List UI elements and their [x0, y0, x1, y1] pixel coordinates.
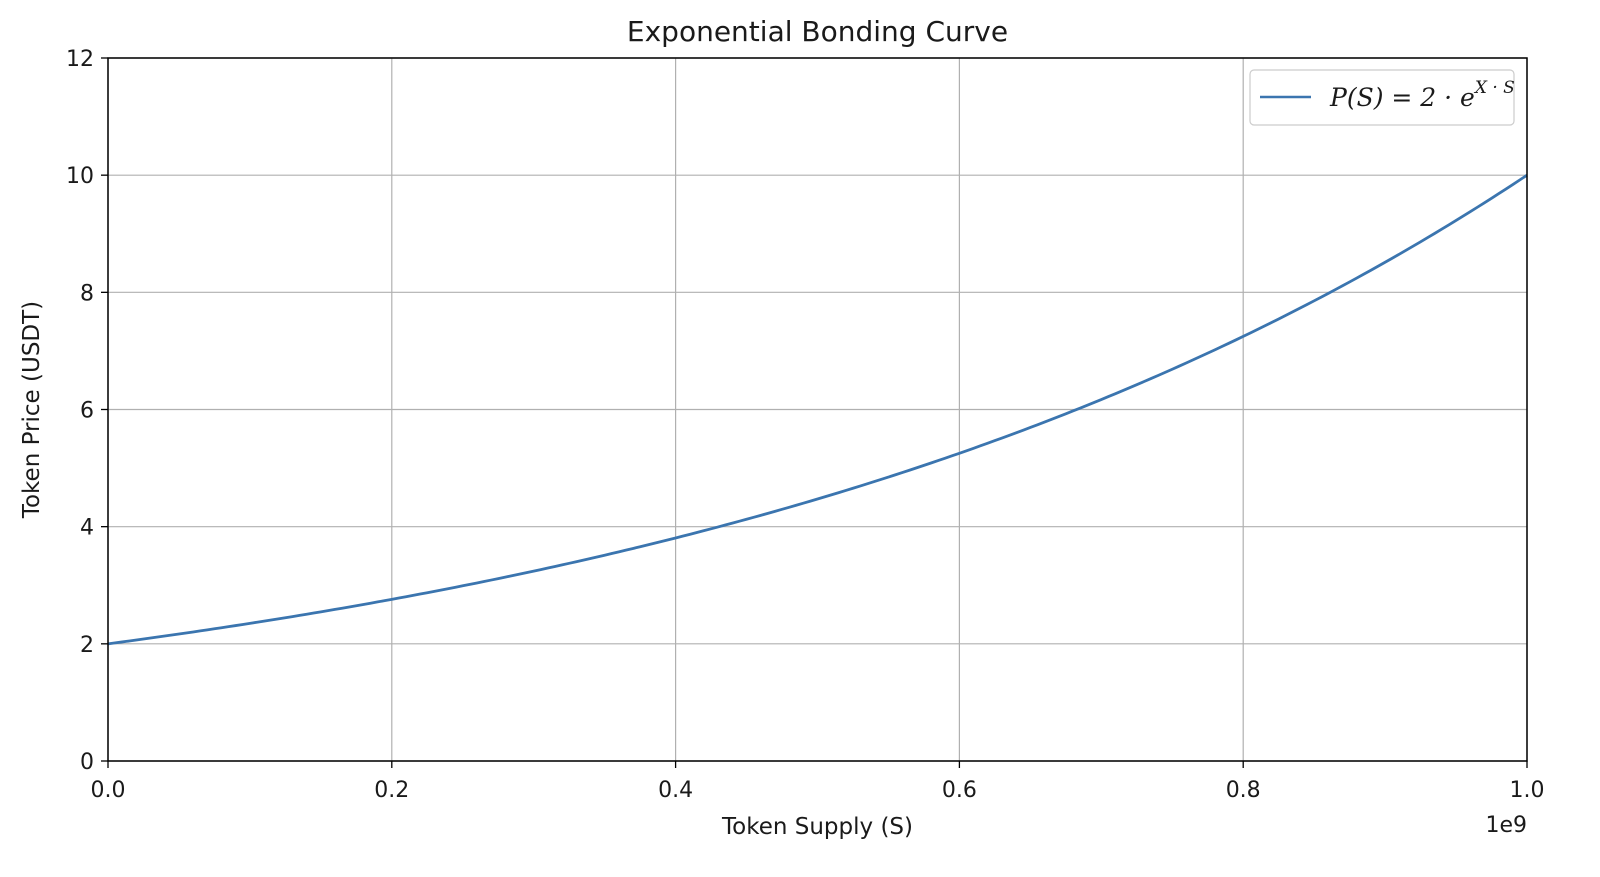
y-tick-label: 8 [80, 281, 94, 306]
x-tick-label: 0.2 [374, 778, 409, 803]
y-axis-label: Token Price (USDT) [19, 301, 45, 519]
x-tick-label: 0.4 [658, 778, 693, 803]
y-tick-label: 2 [80, 633, 94, 658]
x-tick-label: 1.0 [1510, 778, 1545, 803]
legend-label-exponent: X · S [1473, 78, 1515, 98]
y-tick-label: 6 [80, 399, 94, 424]
legend-box [1249, 69, 1515, 126]
y-tick-label: 0 [80, 750, 94, 775]
grid [107, 57, 1528, 762]
series-line [107, 174, 1528, 646]
ticks: 0.0 0.2 0.4 0.6 0.8 1.0 0 2 4 6 8 10 12 [66, 47, 1545, 803]
x-tick-label: 0.8 [1226, 778, 1261, 803]
y-tick-label: 12 [66, 47, 94, 72]
y-tick-label: 4 [80, 516, 94, 541]
legend-label: P(S) = 2 · eX · S [1329, 78, 1515, 112]
y-tick-label: 10 [66, 164, 94, 189]
x-axis-label: Token Supply (S) [721, 814, 913, 840]
x-tick-label: 0.6 [942, 778, 977, 803]
series-layer [107, 174, 1528, 646]
chart-title: Exponential Bonding Curve [627, 15, 1008, 48]
legend: P(S) = 2 · eX · S [1249, 69, 1515, 126]
legend-label-base: P(S) = 2 · e [1329, 83, 1475, 112]
x-tick-label: 0.0 [91, 778, 126, 803]
x-axis-offset-text: 1e9 [1485, 813, 1527, 838]
